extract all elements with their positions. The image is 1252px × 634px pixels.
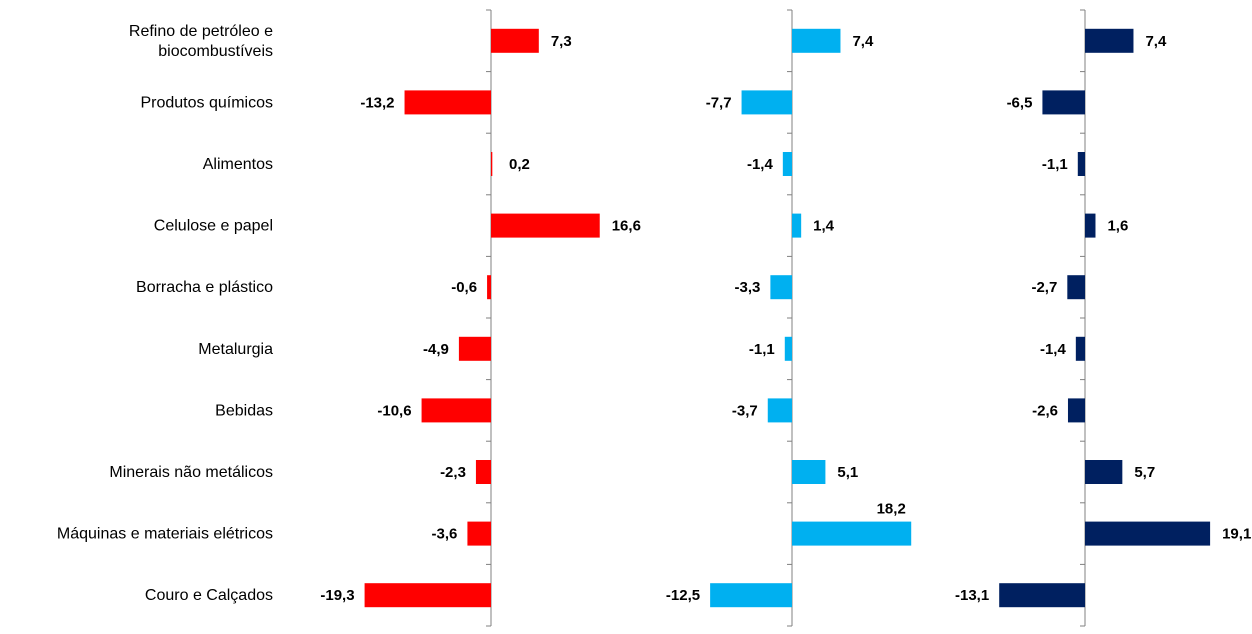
bar [421,398,491,423]
bar [741,90,792,115]
data-label: 16,6 [612,218,641,235]
bar [1067,398,1085,423]
category-label-borracha-e-plastico: Borracha e plástico [136,279,273,296]
category-label-celulose-e-papel: Celulose e papel [154,218,273,235]
chart-panels: 7,3 -13,2 0,2 16,6 -0,6 -4,9 -10,6 -2,3 -3,6 -19,… [320,9,1251,627]
data-label: -2,6 [1032,402,1058,419]
bar [792,213,802,238]
data-label: 19,1 [1222,526,1251,543]
bar [404,90,491,115]
data-label: -3,3 [735,279,761,296]
category-label-refino-de-petroleo-e-biocombustiveis: Refino de petróleo e biocombustíveis [129,23,273,60]
bar [792,521,912,546]
data-label: 5,7 [1134,464,1155,481]
bar [491,152,493,176]
data-label: -7,7 [706,94,732,111]
data-label: -6,5 [1007,94,1033,111]
bar [1067,275,1085,300]
bar [1075,336,1085,361]
data-label: 7,4 [1145,33,1167,50]
data-label: 7,3 [551,33,572,50]
data-label: -13,2 [360,94,394,111]
category-label-couro-e-calcados: Couro e Calçados [145,587,273,604]
category-label-produtos-quimicos: Produtos químicos [140,94,273,111]
data-label: -3,7 [732,402,758,419]
data-label: 7,4 [852,33,874,50]
panel-1: 7,3 -13,2 0,2 16,6 -0,6 -4,9 -10,6 -2,3 -3,6 -19,… [320,9,641,627]
data-label: 1,4 [813,218,835,235]
data-label: -2,7 [1031,279,1057,296]
data-label: -0,6 [451,279,477,296]
category-label-metalurgia: Metalurgia [198,341,273,358]
bar [491,213,600,238]
bar [999,583,1085,608]
data-label: 5,1 [837,464,858,481]
bar [770,275,792,300]
category-label-bebidas: Bebidas [215,402,273,419]
data-label: 0,2 [509,156,530,173]
bar [710,583,792,608]
category-label-maquinas-e-materiais-eletricos: Máquinas e materiais elétricos [57,526,273,543]
panel-3: 7,4 -6,5 -1,1 1,6 -2,7 -1,4 -2,6 5,7 19,1 -13,1 [955,9,1251,627]
data-label: -13,1 [955,587,989,604]
category-label-minerais-nao-metalicos: Minerais não metálicos [109,464,273,481]
bar [1042,90,1085,115]
data-label: -3,6 [432,526,458,543]
bar [1085,213,1096,238]
bar [475,460,491,484]
data-label: -4,9 [423,341,449,358]
bar [767,398,792,423]
bar [1085,28,1134,53]
data-label: -10,6 [377,402,411,419]
data-label: -1,1 [1042,156,1068,173]
category-labels: Refino de petróleo e biocombustíveis Produ… [57,23,273,604]
bar [491,28,539,53]
bar [782,152,792,176]
data-label: -1,1 [749,341,775,358]
bar [458,336,491,361]
bar [792,28,841,53]
data-label: -12,5 [666,587,700,604]
data-label: -19,3 [320,587,354,604]
bar [792,460,826,484]
data-label: -2,3 [440,464,466,481]
data-label: 1,6 [1107,218,1128,235]
bar [1085,521,1211,546]
bar [364,583,491,608]
panel-2: 7,4 -7,7 -1,4 1,4 -3,3 -1,1 -3,7 5,1 18,2 -12,5 [666,9,912,627]
bar [784,336,792,361]
bar [1077,152,1085,176]
category-label-alimentos: Alimentos [203,156,273,173]
bar [467,521,491,546]
bar [487,275,491,300]
data-label: -1,4 [747,156,774,173]
bar [1085,460,1123,484]
data-label: 18,2 [877,501,906,518]
data-label: -1,4 [1040,341,1067,358]
